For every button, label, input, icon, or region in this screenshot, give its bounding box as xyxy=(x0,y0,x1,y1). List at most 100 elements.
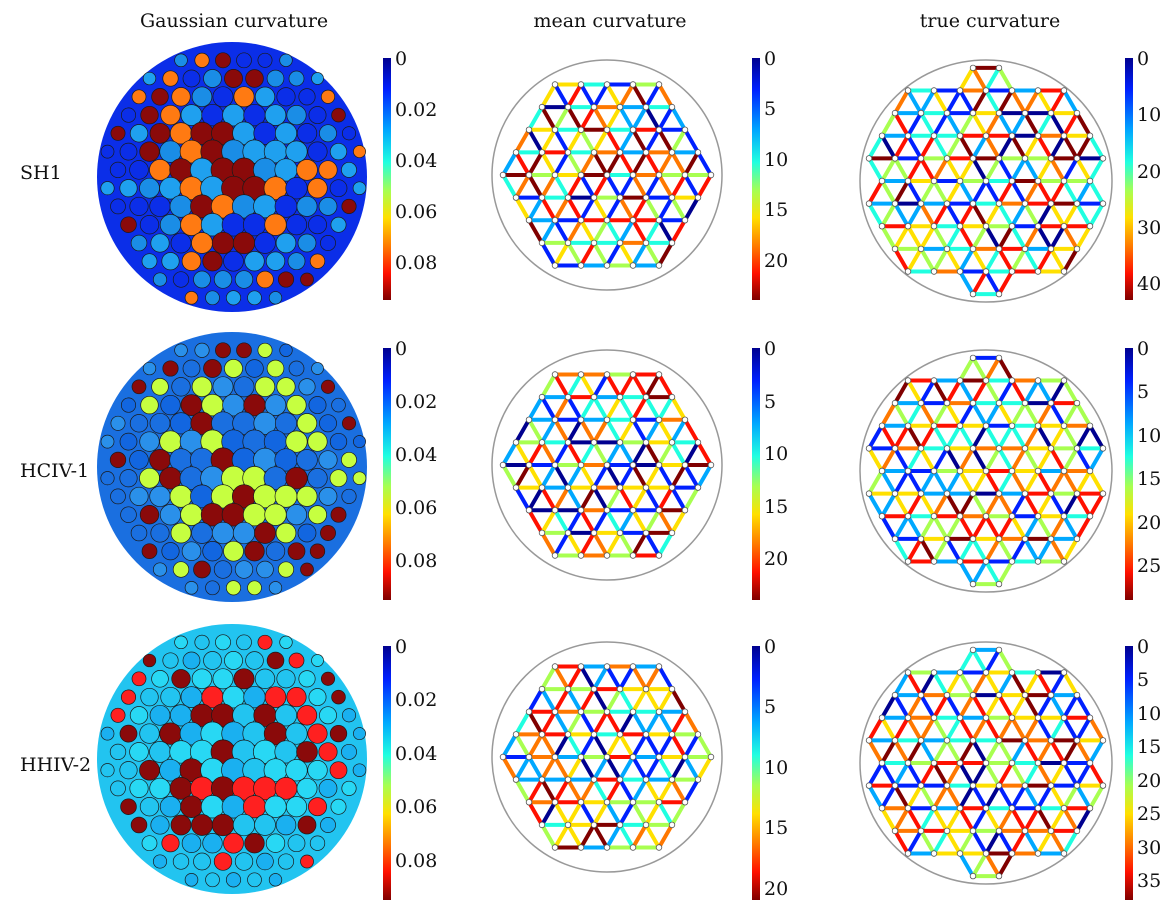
edge xyxy=(958,738,975,765)
vertex xyxy=(551,753,559,761)
edge xyxy=(906,246,923,274)
vertex xyxy=(694,484,702,491)
capsomer xyxy=(308,215,327,235)
capsomer xyxy=(223,540,244,562)
capsomer xyxy=(159,214,182,236)
edge xyxy=(553,508,570,535)
edge xyxy=(1010,806,1027,833)
capsomer xyxy=(149,449,171,471)
edge xyxy=(932,693,949,720)
edge xyxy=(527,105,544,132)
capsomer xyxy=(296,413,318,434)
vertex xyxy=(969,155,977,162)
edge xyxy=(657,508,674,535)
capsomer xyxy=(285,796,308,818)
capsomer xyxy=(285,430,308,453)
capsomer xyxy=(181,251,202,271)
edge xyxy=(880,133,897,161)
edge xyxy=(540,664,557,692)
edge xyxy=(945,670,962,698)
edge xyxy=(644,664,661,692)
vertex xyxy=(917,200,925,207)
edge xyxy=(644,709,661,737)
capsomer xyxy=(149,741,171,763)
capsomer xyxy=(308,396,327,415)
vertex xyxy=(655,461,663,469)
edge xyxy=(1062,670,1079,698)
edge xyxy=(919,156,936,183)
edge xyxy=(514,463,531,490)
edge xyxy=(605,82,622,110)
vertex xyxy=(551,171,559,179)
vertex xyxy=(564,776,572,783)
vertex xyxy=(865,490,873,497)
vertex xyxy=(668,821,676,829)
capsomer xyxy=(320,525,336,541)
vertex xyxy=(616,821,624,829)
vertex xyxy=(603,81,611,88)
vertex xyxy=(995,646,1003,654)
vertex xyxy=(603,552,611,559)
colorbar-tick-label: 15 xyxy=(1137,736,1162,759)
edge xyxy=(696,440,713,467)
edge xyxy=(880,446,897,473)
vertex xyxy=(525,461,533,469)
vertex xyxy=(1060,759,1068,767)
vertex xyxy=(1060,177,1068,185)
capsomer xyxy=(236,342,252,359)
edge xyxy=(958,828,975,856)
edge xyxy=(1036,201,1053,229)
colorbar-tick-label: 0 xyxy=(395,48,408,70)
edge xyxy=(984,693,1001,720)
capsomer xyxy=(286,687,307,708)
edge xyxy=(657,150,674,177)
edge xyxy=(1010,738,1027,765)
capsomer xyxy=(139,141,160,162)
capsomer xyxy=(202,833,223,854)
capsomer xyxy=(225,290,242,306)
capsomer xyxy=(202,251,223,272)
edge xyxy=(670,395,687,422)
edge xyxy=(893,783,910,811)
edge xyxy=(919,738,936,765)
vertex xyxy=(904,804,912,812)
vertex xyxy=(904,268,912,275)
edge xyxy=(553,240,570,268)
edge xyxy=(644,755,661,782)
edge xyxy=(919,401,936,428)
vertex xyxy=(995,490,1003,497)
edge xyxy=(514,195,531,223)
edge xyxy=(579,530,596,558)
edge xyxy=(932,715,949,743)
edge xyxy=(1036,401,1053,428)
capsomer xyxy=(320,671,336,686)
capsomer xyxy=(131,671,147,687)
vertex xyxy=(1047,490,1055,497)
capsomer xyxy=(329,761,348,780)
edge xyxy=(984,715,1001,743)
capsomer xyxy=(130,524,148,542)
capsomer xyxy=(247,290,262,306)
edge xyxy=(1010,224,1027,251)
edge xyxy=(644,777,661,805)
edge xyxy=(1088,446,1105,473)
edge xyxy=(867,469,884,496)
column-title-gaussian: Gaussian curvature xyxy=(140,10,329,32)
vertex xyxy=(577,371,585,378)
edge xyxy=(1075,201,1092,229)
capsomer xyxy=(308,688,327,707)
edge xyxy=(670,755,687,782)
vertex xyxy=(930,759,938,767)
edge xyxy=(906,179,923,206)
vertex xyxy=(1073,691,1081,699)
capsomer xyxy=(215,634,231,651)
edge xyxy=(631,372,648,400)
capsomer xyxy=(139,431,160,452)
edge xyxy=(1062,514,1079,541)
capsomer xyxy=(152,562,168,577)
edge xyxy=(683,732,700,759)
vertex xyxy=(956,714,964,721)
vertex xyxy=(1073,200,1081,207)
edge xyxy=(1062,536,1079,564)
edge xyxy=(997,536,1014,564)
